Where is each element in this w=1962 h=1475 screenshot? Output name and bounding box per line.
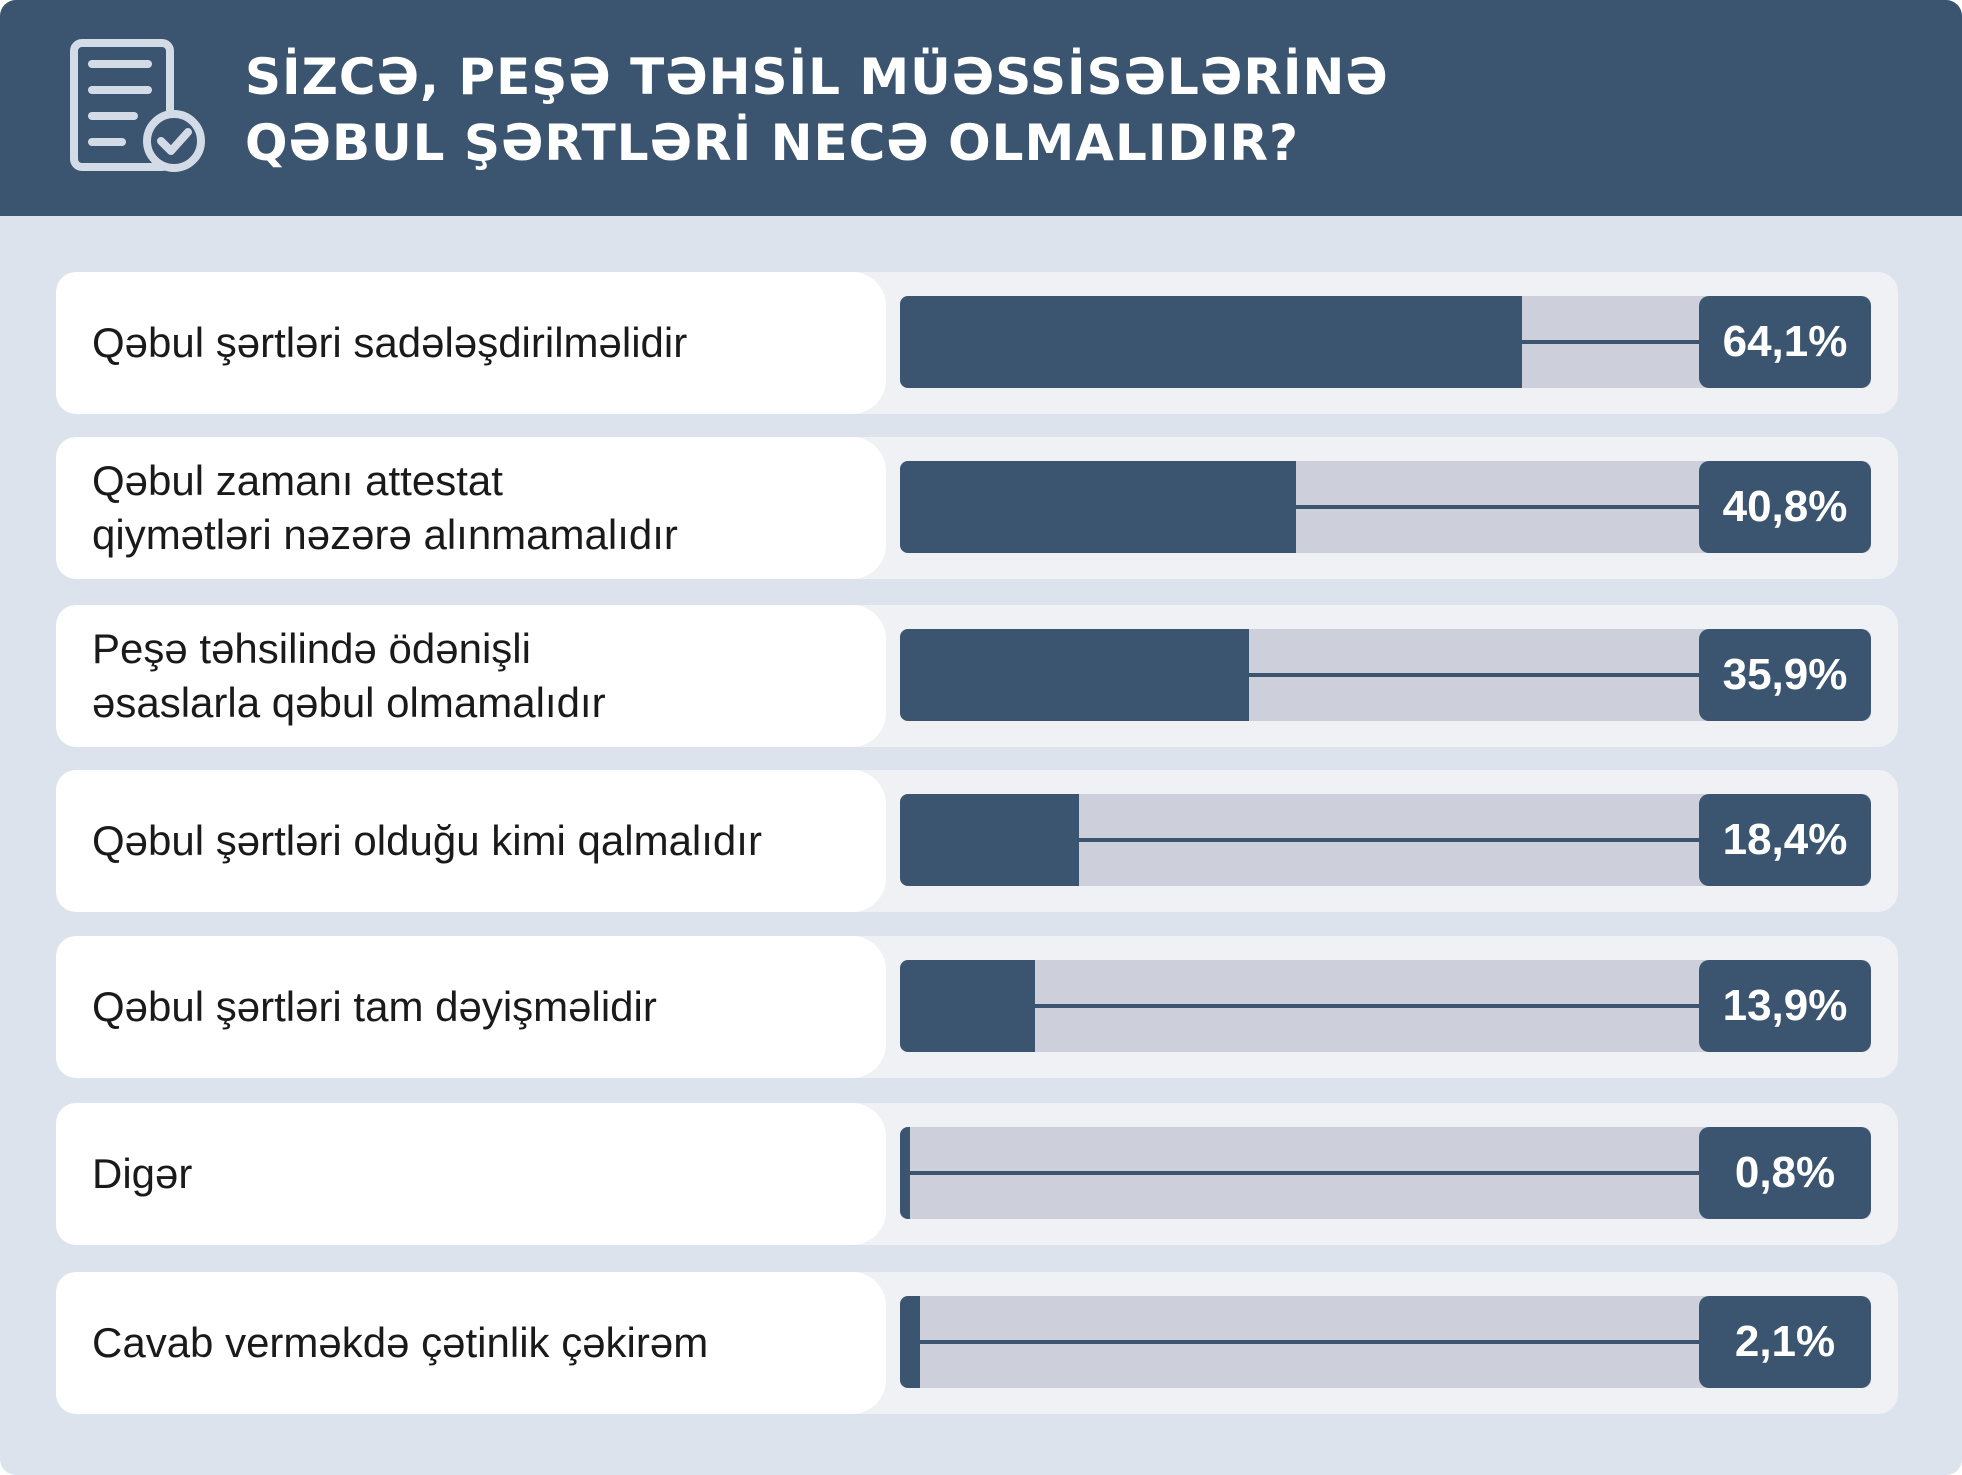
bar-label: Qəbul şərtləri sadələşdirilməlidir [56, 272, 886, 414]
bar-row: Qəbul zamanı attestat qiymətləri nəzərə a… [56, 437, 1898, 579]
bar-label-line: əsaslarla qəbul olmamalıdır [92, 679, 606, 726]
bar-label: Qəbul şərtləri olduğu kimi qalmalıdır [56, 770, 886, 912]
value-label: 35,9% [1699, 629, 1871, 721]
bar-row: Qəbul şərtləri olduğu kimi qalmalıdır 18,… [56, 770, 1898, 912]
bar-track: 64,1% [900, 296, 1871, 388]
bar-track: 40,8% [900, 461, 1871, 553]
bar-row: Qəbul şərtləri sadələşdirilməlidir 64,1% [56, 272, 1898, 414]
bar-label: Cavab verməkdə çətinlik çəkirəm [56, 1272, 886, 1414]
title-line: SİZCƏ, PEŞƏ TƏHSİL MÜƏSSİSƏLƏRİNƏ [245, 48, 1389, 106]
bar-fill [900, 461, 1296, 553]
bar-label: Digər [56, 1103, 886, 1245]
bar-label-line: Qəbul şərtləri sadələşdirilməlidir [92, 319, 688, 366]
bar-label-text: Cavab verməkdə çətinlik çəkirəm [56, 1316, 708, 1370]
bar-label: Qəbul şərtləri tam dəyişməlidir [56, 936, 886, 1078]
bar-fill [900, 296, 1522, 388]
bar-label-text: Peşə təhsilində ödənişli əsaslarla qəbul … [56, 622, 606, 730]
value-label: 13,9% [1699, 960, 1871, 1052]
value-label: 64,1% [1699, 296, 1871, 388]
bar-label-line: Cavab verməkdə çətinlik çəkirəm [92, 1319, 709, 1366]
bar-connector-line [1522, 340, 1699, 344]
bar-row: Qəbul şərtləri tam dəyişməlidir 13,9% [56, 936, 1898, 1078]
bar-label-line: Peşə təhsilində ödənişli [92, 625, 531, 672]
bar-label-line: Qəbul zamanı attestat [92, 457, 503, 504]
bar-fill [900, 1127, 910, 1219]
value-label: 2,1% [1699, 1296, 1871, 1388]
title-line: QƏBUL ŞƏRTLƏRİ NECƏ OLMALIDIR? [245, 114, 1300, 172]
page-title: SİZCƏ, PEŞƏ TƏHSİL MÜƏSSİSƏLƏRİNƏ QƏBUL … [245, 44, 1389, 176]
bar-label-line: qiymətləri nəzərə alınmamalıdır [92, 511, 678, 558]
bar-fill [900, 629, 1249, 721]
bar-label-text: Qəbul şərtləri sadələşdirilməlidir [56, 316, 687, 370]
bar-connector-line [910, 1171, 1699, 1175]
value-label: 0,8% [1699, 1127, 1871, 1219]
bar-label-line: Digər [92, 1150, 193, 1197]
bar-label: Qəbul zamanı attestat qiymətləri nəzərə a… [56, 437, 886, 579]
bar-fill [900, 794, 1079, 886]
bar-track: 35,9% [900, 629, 1871, 721]
value-label: 18,4% [1699, 794, 1871, 886]
bar-track: 2,1% [900, 1296, 1871, 1388]
bar-connector-line [1035, 1004, 1699, 1008]
bar-connector-line [920, 1340, 1699, 1344]
bar-track: 13,9% [900, 960, 1871, 1052]
header-banner: SİZCƏ, PEŞƏ TƏHSİL MÜƏSSİSƏLƏRİNƏ QƏBUL … [0, 0, 1962, 216]
bar-fill [900, 960, 1035, 1052]
bar-label-text: Qəbul zamanı attestat qiymətləri nəzərə a… [56, 454, 678, 562]
bar-label-text: Qəbul şərtləri tam dəyişməlidir [56, 980, 657, 1034]
bar-connector-line [1249, 673, 1699, 677]
bar-connector-line [1296, 505, 1699, 509]
value-label: 40,8% [1699, 461, 1871, 553]
bar-label-text: Digər [56, 1147, 192, 1201]
document-checkmark-icon [70, 39, 205, 172]
bar-connector-line [1079, 838, 1699, 842]
bar-track: 0,8% [900, 1127, 1871, 1219]
bar-fill [900, 1296, 920, 1388]
bar-track: 18,4% [900, 794, 1871, 886]
bar-row: Digər 0,8% [56, 1103, 1898, 1245]
bar-row: Cavab verməkdə çətinlik çəkirəm 2,1% [56, 1272, 1898, 1414]
bar-label: Peşə təhsilində ödənişli əsaslarla qəbul … [56, 605, 886, 747]
bar-label-line: Qəbul şərtləri tam dəyişməlidir [92, 983, 657, 1030]
bar-label-text: Qəbul şərtləri olduğu kimi qalmalıdır [56, 814, 762, 868]
bar-row: Peşə təhsilində ödənişli əsaslarla qəbul … [56, 605, 1898, 747]
bar-label-line: Qəbul şərtləri olduğu kimi qalmalıdır [92, 817, 762, 864]
